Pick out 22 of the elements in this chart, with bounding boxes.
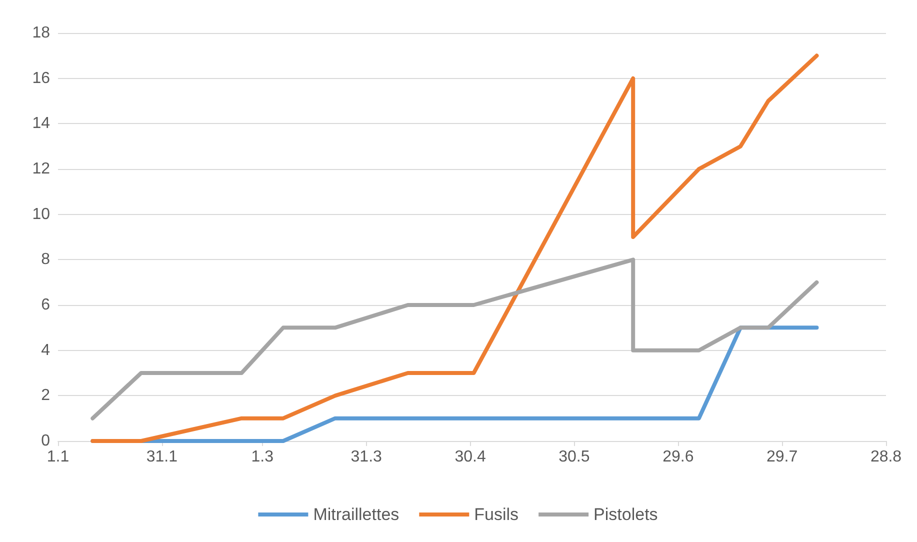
x-tick-label: 30.4 <box>454 448 486 466</box>
x-tick-label: 28.8 <box>870 448 902 466</box>
y-tick-label: 18 <box>32 24 50 42</box>
y-tick-label: 10 <box>32 206 50 223</box>
y-tick-label: 2 <box>41 387 50 404</box>
y-tick-label: 8 <box>41 251 50 268</box>
x-tick-label: 30.5 <box>558 448 590 466</box>
x-tick-label: 31.1 <box>146 448 178 466</box>
x-tick-label: 29.7 <box>766 448 798 466</box>
x-tick-label: 1.3 <box>251 448 274 466</box>
x-tick-label: 1.1 <box>46 448 70 466</box>
x-tick-label: 29.6 <box>662 448 694 466</box>
y-tick-label: 4 <box>41 342 50 359</box>
y-tick-label: 12 <box>32 160 50 178</box>
x-tick-label: 31.3 <box>350 448 382 466</box>
legend-label: Mitraillettes <box>313 505 400 524</box>
y-tick-label: 16 <box>32 70 50 87</box>
legend-label: Pistolets <box>594 505 658 524</box>
y-tick-label: 6 <box>41 296 50 314</box>
y-tick-label: 14 <box>32 115 50 132</box>
legend-label: Fusils <box>474 505 519 524</box>
y-tick-label: 0 <box>41 432 50 450</box>
